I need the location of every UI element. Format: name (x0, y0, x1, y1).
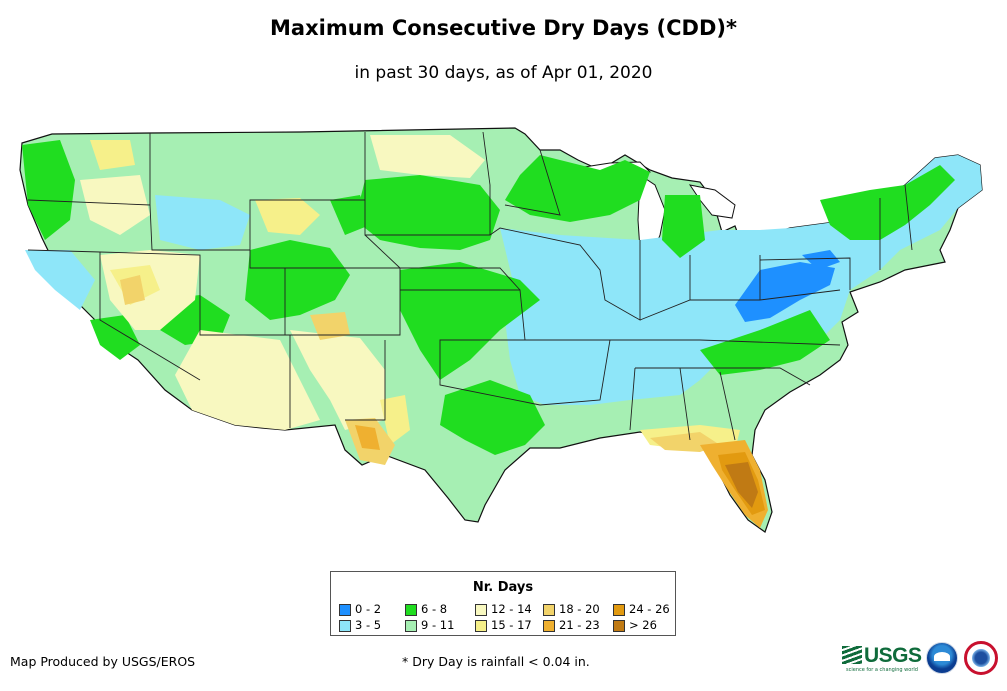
legend-label: 3 - 5 (355, 618, 382, 632)
legend-swatch (543, 604, 555, 616)
legend-swatch (613, 620, 625, 632)
agency-logos: USGS science for a changing world (842, 640, 1002, 676)
map-title: Maximum Consecutive Dry Days (CDD)* (270, 16, 737, 40)
map-subtitle: in past 30 days, as of Apr 01, 2020 (354, 63, 653, 83)
legend-title: Nr. Days (472, 580, 534, 595)
zone-over-26-days (725, 462, 758, 508)
legend-swatch (405, 620, 417, 632)
nws-logo (964, 641, 998, 675)
noaa-bird-icon (934, 652, 950, 661)
legend-label: 15 - 17 (491, 618, 532, 632)
legend-label: 6 - 8 (421, 602, 448, 616)
legend-swatch (613, 604, 625, 616)
legend-label: 21 - 23 (559, 618, 600, 632)
dry-day-footnote: * Dry Day is rainfall < 0.04 in. (402, 654, 590, 669)
legend-box: Nr. Days 0 - 2 3 - 5 6 - 8 9 - 11 12 - 14 15 … (330, 571, 676, 636)
legend-swatch (475, 604, 487, 616)
usgs-tagline: science for a changing world (846, 667, 918, 673)
legend-label: 24 - 26 (629, 602, 670, 616)
legend-label: 12 - 14 (491, 602, 532, 616)
legend-label: 18 - 20 (559, 602, 600, 616)
state-boundaries (27, 131, 913, 441)
legend-swatch (339, 620, 351, 632)
legend-label: 0 - 2 (355, 602, 382, 616)
legend-swatch (475, 620, 487, 632)
credit-text: Map Produced by USGS/EROS (10, 654, 196, 669)
usgs-wave-icon (842, 646, 862, 664)
zone-6-8-days (22, 140, 955, 455)
nws-emblem-icon (972, 649, 990, 667)
us-cdd-map (19, 127, 983, 533)
legend-swatch (405, 604, 417, 616)
noaa-logo (926, 642, 958, 674)
usgs-logo: USGS (842, 644, 922, 668)
legend-swatch (339, 604, 351, 616)
legend-label: > 26 (629, 618, 657, 632)
legend-swatch (543, 620, 555, 632)
legend-label: 9 - 11 (421, 618, 455, 632)
